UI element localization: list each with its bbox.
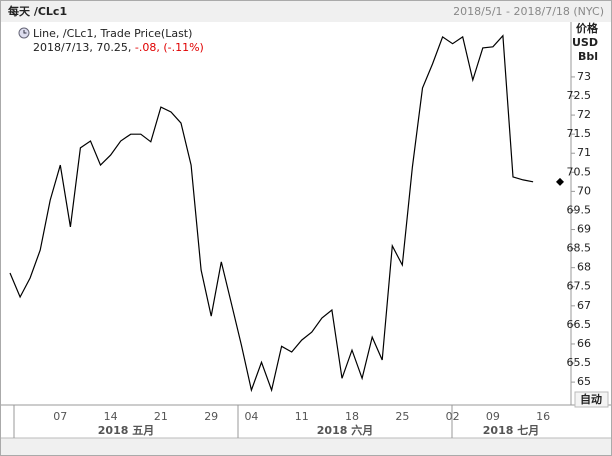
x-tick-label: 25 (395, 410, 409, 423)
y-tick-label: 65.5 (567, 356, 592, 369)
y-tick-label: 71.5 (567, 127, 592, 140)
x-group-label: 2018 五月 (98, 424, 154, 437)
y-tick-label: 70 (577, 184, 591, 197)
legend-change: -.08, (-.11%) (135, 41, 204, 54)
y-axis-label: USD (572, 36, 598, 49)
y-tick-label: 71 (577, 146, 591, 159)
y-axis-label: Bbl (578, 50, 598, 63)
x-tick-label: 16 (536, 410, 550, 423)
x-tick-label: 14 (104, 410, 118, 423)
x-tick-label: 02 (446, 410, 460, 423)
x-tick-label: 04 (244, 410, 258, 423)
y-tick-label: 67.5 (567, 280, 592, 293)
y-tick-label: 72 (577, 108, 591, 121)
auto-button[interactable] (574, 391, 609, 408)
x-group-label: 2018 六月 (317, 423, 373, 437)
y-tick-label: 70.5 (567, 165, 592, 178)
x-group-label: 2018 七月 (483, 423, 539, 437)
x-tick-label: 29 (204, 410, 218, 423)
price-line (9, 34, 534, 393)
y-tick-label: 67 (577, 299, 591, 312)
auto-button-label[interactable]: 自动 (580, 392, 602, 406)
y-tick-label: 73 (577, 70, 591, 83)
legend-last-value: 2018/7/13, 70.25, (33, 41, 131, 54)
y-tick-label: 69.5 (567, 203, 592, 216)
chart-title: 每天 /CLc1 (8, 4, 67, 18)
y-tick-label: 69 (577, 223, 591, 236)
plot-background (1, 22, 611, 438)
legend-icon-hand (23, 30, 27, 34)
x-tick-label: 11 (295, 410, 309, 423)
y-tick-label: 66 (577, 337, 591, 350)
date-range: 2018/5/1 - 2018/7/18 (NYC) (453, 5, 604, 18)
y-tick-label: 68 (577, 261, 591, 274)
last-value-marker (556, 177, 564, 186)
y-axis-label: 价格 (576, 21, 599, 35)
y-tick-label: 72.5 (567, 89, 592, 102)
y-tick-label: 68.5 (567, 242, 592, 255)
x-tick-label: 07 (53, 410, 67, 423)
legend-title: Line, /CLc1, Trade Price(Last) (33, 27, 192, 40)
x-tick-label: 09 (486, 410, 500, 423)
legend-last: 2018/7/13, 70.25, -.08, (-.11%) (33, 41, 204, 54)
x-tick-label: 18 (345, 410, 359, 423)
y-tick-label: 66.5 (567, 318, 592, 331)
x-tick-label: 21 (154, 410, 168, 423)
y-tick-label: 65 (577, 375, 591, 388)
